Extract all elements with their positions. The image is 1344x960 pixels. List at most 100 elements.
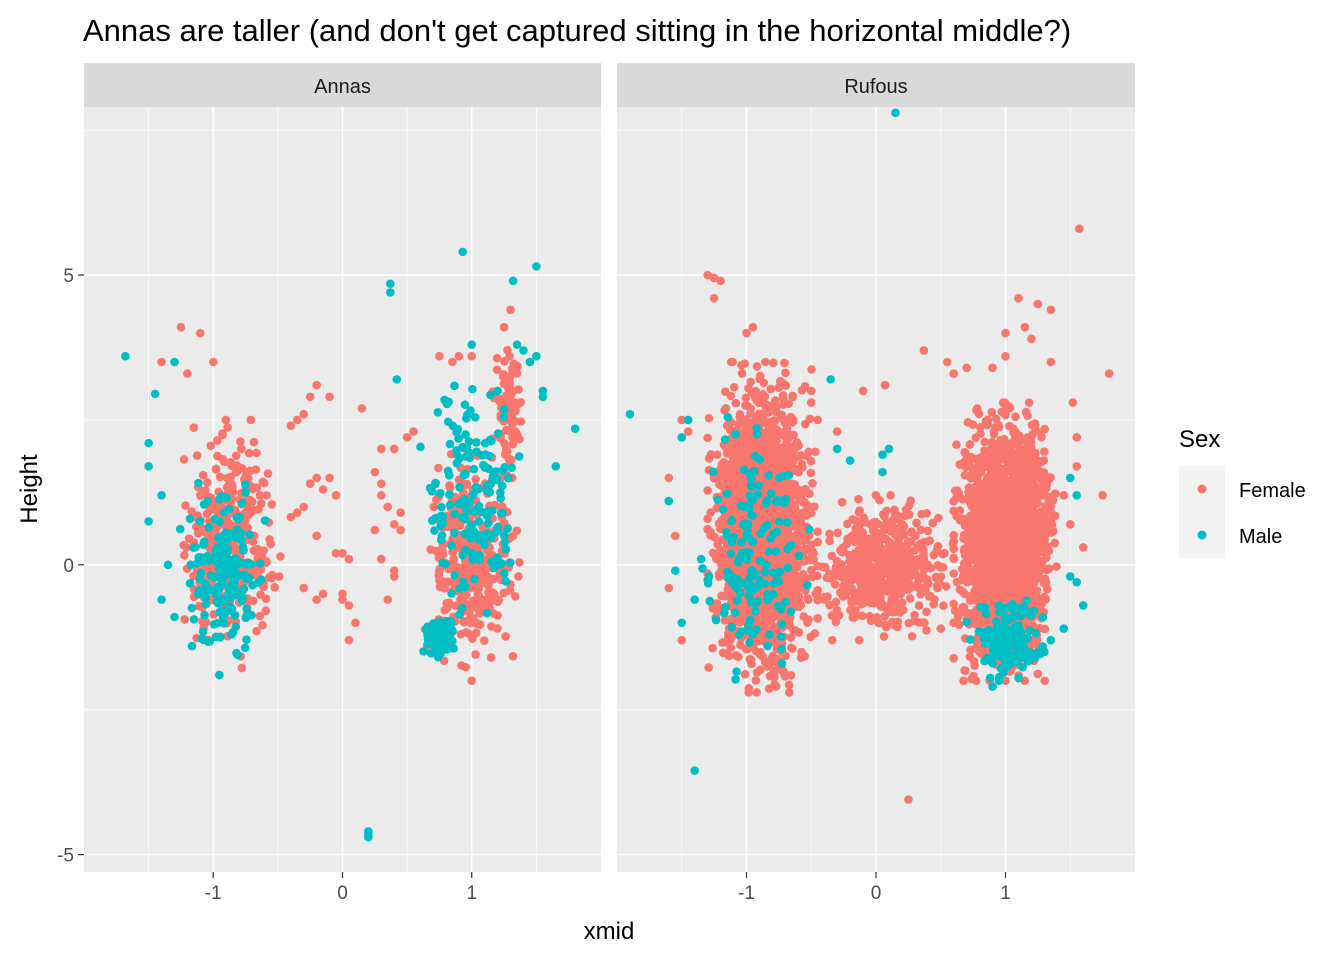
point-male [496, 493, 505, 503]
point-female [727, 501, 737, 510]
point-male [472, 485, 481, 494]
point-male [175, 524, 185, 534]
point-female [196, 491, 205, 500]
point-female [793, 573, 803, 583]
point-female [445, 481, 454, 490]
point-female [831, 597, 841, 607]
point-male [386, 288, 395, 297]
point-female [717, 591, 726, 601]
point-female [916, 525, 926, 535]
point-female [714, 519, 724, 528]
point-female [854, 494, 863, 504]
point-female [820, 562, 830, 572]
point-female [746, 377, 755, 387]
point-female [746, 655, 756, 664]
point-female [267, 570, 277, 580]
point-female [869, 518, 878, 527]
point-female [764, 684, 774, 693]
point-male [494, 560, 503, 570]
point-female [506, 305, 515, 315]
point-female [837, 497, 847, 507]
point-female [396, 525, 405, 535]
point-female [474, 599, 484, 608]
point-female [838, 592, 848, 601]
point-female [479, 636, 489, 645]
point-female [811, 447, 820, 457]
point-male [163, 560, 173, 570]
point-male [455, 482, 464, 492]
point-female [769, 456, 779, 466]
point-female [866, 551, 875, 560]
point-male [461, 430, 470, 439]
point-male [445, 439, 455, 449]
point-female [845, 557, 854, 566]
point-male [532, 351, 541, 361]
point-female [184, 534, 194, 543]
point-male [239, 545, 248, 555]
point-female [215, 472, 225, 482]
point-male [187, 603, 197, 613]
point-male [144, 517, 153, 526]
point-female [318, 589, 328, 599]
point-female [429, 502, 439, 512]
point-female [785, 688, 794, 697]
point-female [827, 611, 837, 620]
point-female [331, 548, 341, 558]
point-female [357, 404, 367, 413]
point-male [499, 404, 509, 414]
point-male [226, 593, 236, 603]
point-female [226, 458, 235, 467]
point-female [256, 590, 265, 599]
point-male [212, 618, 222, 628]
point-female [766, 384, 776, 394]
strip-annas [84, 63, 601, 107]
point-female [919, 538, 928, 547]
point-female [1039, 447, 1049, 456]
point-male [170, 612, 179, 622]
point-female [176, 322, 186, 332]
point-male [144, 462, 153, 471]
point-female [788, 392, 798, 402]
point-female [179, 540, 189, 550]
point-female [720, 387, 730, 397]
point-female [833, 528, 843, 538]
point-male [482, 481, 492, 490]
point-female [223, 423, 232, 432]
point-female [431, 546, 441, 556]
point-female [212, 436, 222, 445]
point-male [195, 574, 205, 583]
point-female [740, 359, 749, 368]
point-female [809, 548, 818, 558]
point-male [445, 643, 455, 653]
point-female [921, 586, 930, 595]
point-female [813, 527, 823, 537]
point-female [460, 563, 470, 572]
point-female [189, 423, 199, 432]
grid-annas [84, 107, 601, 872]
point-male [144, 438, 153, 448]
point-male [237, 587, 247, 596]
point-male [237, 536, 246, 545]
point-female [512, 526, 522, 535]
point-male [200, 610, 209, 620]
point-male [469, 507, 479, 516]
point-female [255, 491, 265, 500]
point-male [448, 636, 457, 646]
point-male [248, 580, 257, 590]
point-male [468, 384, 477, 394]
point-female [179, 455, 189, 464]
point-female [830, 580, 840, 589]
point-female [440, 584, 450, 593]
x-tick-label: -1 [205, 883, 222, 904]
point-female [299, 502, 309, 512]
point-female [505, 586, 515, 595]
point-male [453, 424, 463, 434]
point-male [186, 560, 196, 570]
point-female [370, 525, 380, 535]
point-male [462, 506, 472, 516]
point-female [739, 454, 749, 464]
point-female [730, 440, 740, 450]
point-male [214, 564, 224, 574]
point-female [376, 479, 386, 489]
point-male [507, 463, 516, 473]
